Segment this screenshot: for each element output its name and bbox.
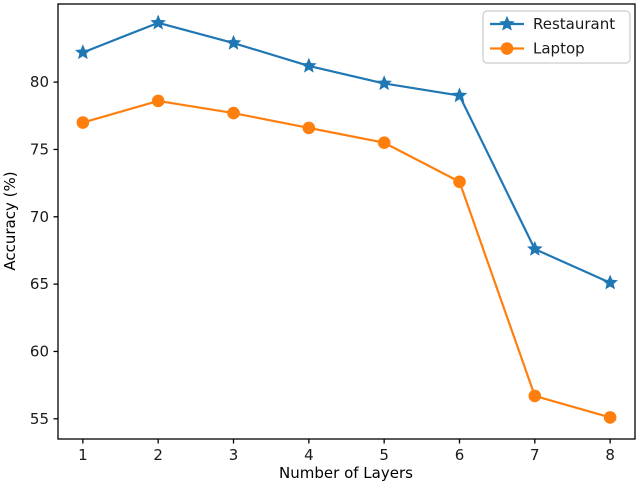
y-tick-label: 80 xyxy=(30,73,49,91)
x-tick-label: 1 xyxy=(78,446,88,464)
y-tick-label: 65 xyxy=(30,275,49,293)
legend-marker-restaurant xyxy=(499,15,515,31)
laptop-marker xyxy=(227,106,240,120)
y-axis-label: Accuracy (%) xyxy=(1,171,19,270)
legend-label-laptop: Laptop xyxy=(533,40,585,58)
x-tick-label: 5 xyxy=(379,446,389,464)
laptop-marker xyxy=(453,175,466,189)
y-tick-label: 60 xyxy=(30,342,49,360)
x-tick-label: 2 xyxy=(153,446,163,464)
laptop-marker xyxy=(528,389,542,403)
x-axis-label: Number of Layers xyxy=(279,464,413,482)
laptop-marker xyxy=(377,136,391,150)
legend-label-restaurant: Restaurant xyxy=(533,15,615,33)
restaurant-marker xyxy=(150,14,166,30)
restaurant-marker xyxy=(451,87,468,103)
y-tick-label: 70 xyxy=(30,208,49,226)
y-tick-label: 75 xyxy=(30,140,49,158)
laptop-marker xyxy=(603,411,617,424)
restaurant-line xyxy=(81,21,612,284)
restaurant-marker xyxy=(301,57,317,73)
x-tick-label: 8 xyxy=(605,446,615,464)
x-tick-label: 4 xyxy=(304,446,314,464)
restaurant-marker xyxy=(225,34,242,50)
laptop-marker xyxy=(151,94,165,108)
axes-frame xyxy=(57,3,636,440)
x-tick-label: 7 xyxy=(530,446,540,464)
laptop-line xyxy=(81,99,612,419)
restaurant-marker xyxy=(527,240,543,256)
laptop-marker xyxy=(76,116,90,129)
restaurant-marker xyxy=(602,274,618,290)
restaurant-marker xyxy=(75,44,91,60)
x-tick-label: 3 xyxy=(229,446,239,464)
legend-marker-laptop xyxy=(500,42,514,55)
laptop-marker xyxy=(302,121,316,135)
restaurant-marker xyxy=(376,75,392,91)
x-tick-label: 6 xyxy=(455,446,465,464)
y-tick-label: 55 xyxy=(30,410,49,428)
